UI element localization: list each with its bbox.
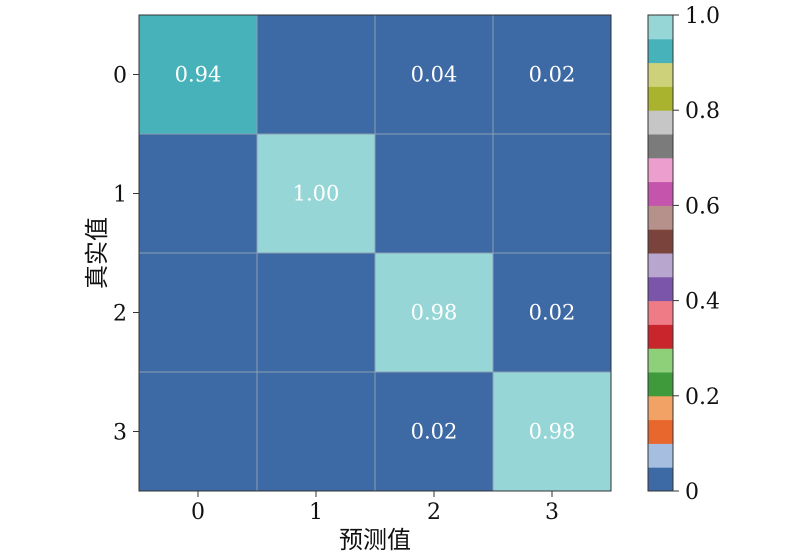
cell-label-2-3: 0.02 bbox=[529, 301, 576, 325]
y-tick-label-0: 0 bbox=[113, 64, 127, 89]
colorbar-segment-9 bbox=[648, 253, 673, 278]
x-axis-title: 预测值 bbox=[339, 526, 411, 554]
colorbar-segment-14 bbox=[648, 134, 673, 159]
colorbar-segment-7 bbox=[648, 300, 673, 325]
colorbar-segment-4 bbox=[648, 372, 673, 397]
colorbar-segment-8 bbox=[648, 276, 673, 302]
heatmap-cell-3-0 bbox=[138, 371, 258, 492]
colorbar-segment-5 bbox=[648, 348, 673, 373]
heatmap-cell-2-1 bbox=[256, 252, 376, 373]
colorbar-segment-12 bbox=[648, 181, 673, 206]
colorbar-segment-6 bbox=[648, 324, 673, 349]
cell-label-3-2: 0.02 bbox=[411, 420, 458, 444]
heatmap-cell-0-1 bbox=[256, 14, 376, 135]
heatmap-cell-2-0 bbox=[138, 252, 258, 373]
heatmap-cell-3-3 bbox=[492, 371, 612, 492]
heatmap-cell-0-2 bbox=[374, 14, 494, 135]
cell-label-2-2: 0.98 bbox=[411, 301, 458, 325]
colorbar-tick-label-1: 0.2 bbox=[685, 385, 720, 410]
heatmap-cell-1-1 bbox=[256, 133, 376, 254]
cell-label-0-0: 0.94 bbox=[175, 63, 222, 87]
colorbar-segment-17 bbox=[648, 62, 673, 87]
y-tick-label-1: 1 bbox=[113, 183, 127, 208]
colorbar-segment-10 bbox=[648, 229, 673, 254]
colorbar-segment-19 bbox=[648, 15, 673, 40]
colorbar-tick-label-0: 0 bbox=[685, 480, 699, 505]
x-tick-label-0: 0 bbox=[191, 500, 205, 525]
colorbar-segment-2 bbox=[648, 419, 673, 444]
colorbar-tick-label-3: 0.6 bbox=[685, 194, 720, 219]
heatmap-cell-1-0 bbox=[138, 133, 258, 254]
colorbar-segment-0 bbox=[648, 467, 673, 492]
y-tick-label-3: 3 bbox=[113, 421, 127, 446]
colorbar-segment-1 bbox=[648, 443, 673, 468]
y-axis-title: 真实值 bbox=[83, 217, 111, 289]
heatmap-cell-3-1 bbox=[256, 371, 376, 492]
cell-label-0-2: 0.04 bbox=[411, 63, 458, 87]
heatmap-cell-1-2 bbox=[374, 133, 494, 254]
y-tick-label-2: 2 bbox=[113, 302, 127, 327]
x-tick-label-3: 3 bbox=[545, 500, 559, 525]
heatmap-cell-0-0 bbox=[138, 14, 258, 135]
heatmap-cell-1-3 bbox=[492, 133, 612, 254]
colorbar-segment-3 bbox=[648, 395, 673, 421]
cell-label-0-3: 0.02 bbox=[529, 63, 576, 87]
colorbar-segment-11 bbox=[648, 205, 673, 230]
colorbar-tick-label-5: 1.0 bbox=[685, 4, 720, 29]
colorbar-segment-15 bbox=[648, 110, 673, 135]
heatmap-cell-2-3 bbox=[492, 252, 612, 373]
x-tick-label-1: 1 bbox=[309, 500, 323, 525]
heatmap-cell-2-2 bbox=[374, 252, 494, 373]
colorbar-segment-18 bbox=[648, 38, 673, 64]
colorbar-tick-label-2: 0.4 bbox=[685, 290, 720, 315]
colorbar-tick-label-4: 0.8 bbox=[685, 99, 720, 124]
x-tick-label-2: 2 bbox=[427, 500, 441, 525]
colorbar-segment-16 bbox=[648, 86, 673, 111]
colorbar-frame bbox=[647, 14, 674, 492]
cell-label-1-1: 1.00 bbox=[293, 182, 340, 206]
cell-label-3-3: 0.98 bbox=[529, 420, 576, 444]
plot-frame bbox=[138, 14, 612, 492]
colorbar-segment-13 bbox=[648, 157, 673, 183]
